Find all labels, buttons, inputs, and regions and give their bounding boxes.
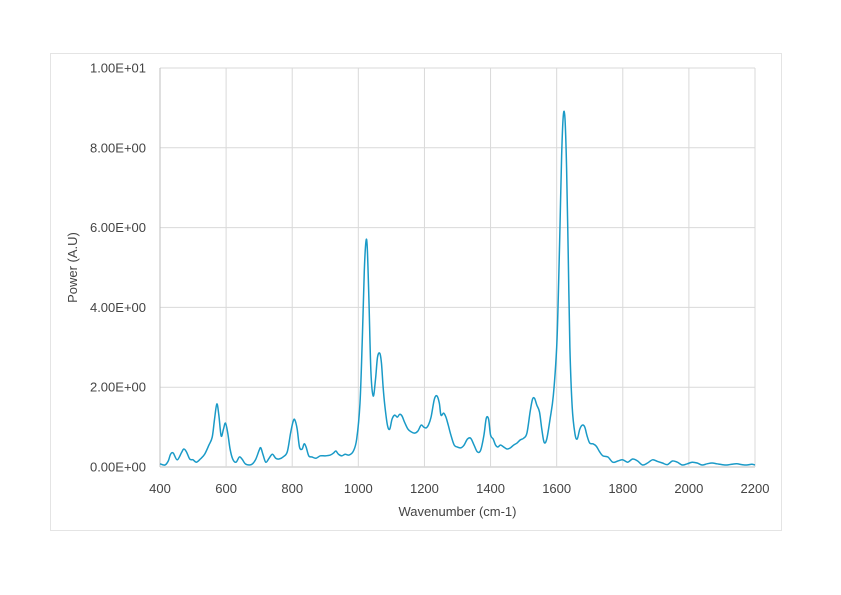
x-tick-label: 800 [281, 481, 303, 496]
grid-lines [159, 67, 756, 468]
x-tick-label: 400 [149, 481, 171, 496]
x-tick-label: 1600 [542, 481, 571, 496]
x-tick-label: 1400 [476, 481, 505, 496]
x-tick-label: 1800 [608, 481, 637, 496]
y-tick-label: 4.00E+00 [90, 300, 146, 315]
y-tick-label: 0.00E+00 [90, 460, 146, 475]
x-axis-title: Wavenumber (cm-1) [399, 504, 517, 519]
y-tick-label: 2.00E+00 [90, 380, 146, 395]
x-tick-label: 600 [215, 481, 237, 496]
y-tick-label: 8.00E+00 [90, 140, 146, 155]
x-tick-label: 1200 [410, 481, 439, 496]
x-tick-label: 2000 [674, 481, 703, 496]
y-tick-label: 6.00E+00 [90, 220, 146, 235]
chart-area [50, 53, 782, 531]
series-group [159, 110, 756, 466]
y-axis: 0.00E+00 2.00E+00 4.00E+00 6.00E+00 8.00E+00… [90, 61, 146, 475]
x-tick-label: 1000 [344, 481, 373, 496]
series-line [159, 110, 756, 466]
y-axis-title: Power (A.U) [65, 232, 80, 303]
y-tick-label: 1.00E+01 [90, 61, 146, 76]
x-tick-label: 2200 [741, 481, 770, 496]
x-axis: 400 600 800 1000 1200 1400 1600 1800 2000 2200 [149, 481, 769, 496]
